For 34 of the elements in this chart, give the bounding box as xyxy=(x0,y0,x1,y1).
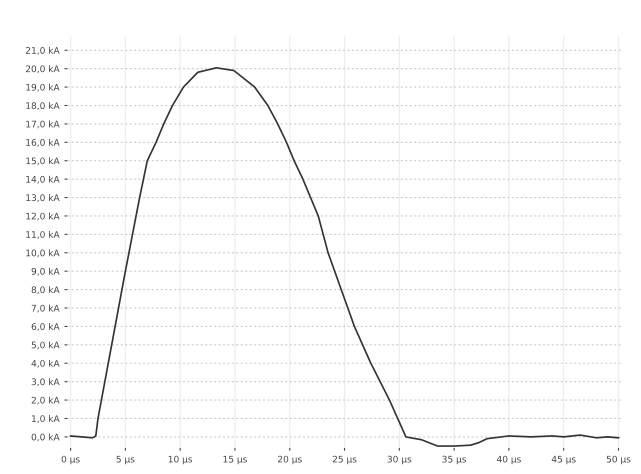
y-tick-label: 9,0 kA xyxy=(32,268,60,276)
x-tick-label: 5 µs xyxy=(116,456,134,464)
x-tick-label: 35 µs xyxy=(442,456,466,464)
y-tick-label: 5,0 kA xyxy=(32,341,60,350)
y-tick-label: 4,0 kA xyxy=(31,360,60,368)
y-tick-label: 3,0 kA xyxy=(32,378,60,386)
y-tick-label: 15,0 kA xyxy=(26,157,60,166)
y-tick-label: 0,0 kA xyxy=(32,433,60,442)
y-tick-label: 8,0 kA xyxy=(32,286,60,294)
y-tick-label: 13,0 kA xyxy=(26,194,60,202)
y-tick-label: 12,0 kA xyxy=(26,212,60,220)
y-tick-label: 14,0 kA xyxy=(26,176,60,184)
x-tick-label: 15 µs xyxy=(224,456,247,464)
y-tick-label: 17,0 kA xyxy=(26,120,60,128)
x-tick-label: 50 µs xyxy=(606,456,630,464)
x-tick-label: 30 µs xyxy=(388,456,412,464)
y-tick-label: 19,0 kA xyxy=(26,84,60,92)
line-series xyxy=(70,66,620,447)
y-tick-label: 11,0 kA xyxy=(26,230,60,239)
y-tick-label: 20,0 kA xyxy=(26,65,60,74)
y-tick-label: 21,0 kA xyxy=(26,46,60,55)
y-tick-label: 2,0 kA xyxy=(32,396,60,405)
x-tick-label: 25 µs xyxy=(332,456,356,464)
y-tick-label: 1,0 kA xyxy=(32,415,60,423)
y-tick-label: 16,0 kA xyxy=(26,138,60,147)
x-tick-label: 10 µs xyxy=(168,456,192,464)
y-tick-label: 6,0 kA xyxy=(32,322,60,331)
x-tick-label: 20 µs xyxy=(278,456,302,464)
x-tick-label: 0 µs xyxy=(62,456,80,464)
y-tick-label: 18,0 kA xyxy=(26,102,60,110)
y-tick-label: 10,0 kA xyxy=(26,249,60,258)
y-tick-label: 7,0 kA xyxy=(32,304,60,312)
x-tick-label: 40 µs xyxy=(496,456,521,464)
x-tick-label: 45 µs xyxy=(552,456,576,464)
